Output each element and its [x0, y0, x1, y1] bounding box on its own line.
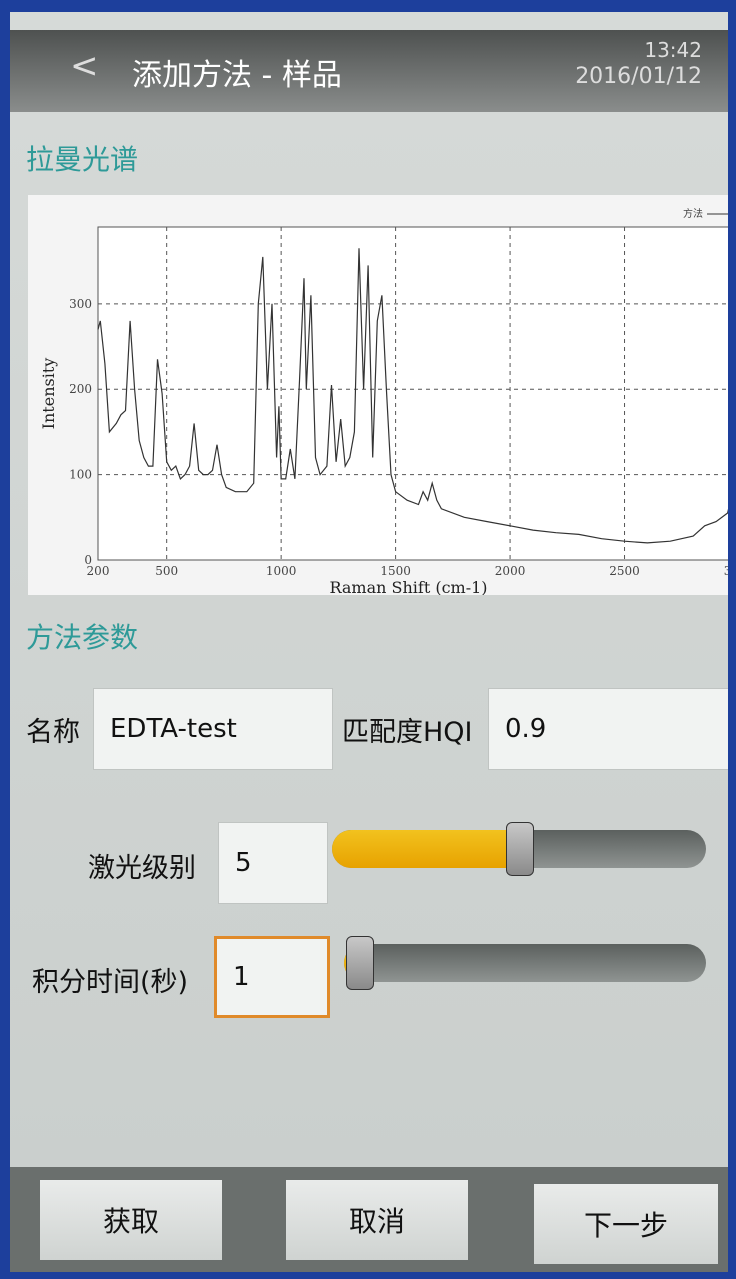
- text-input[interactable]: EDTA-test: [93, 688, 333, 770]
- date: 2016/01/12: [575, 64, 702, 89]
- x-tick-label: 3000: [724, 564, 728, 578]
- slider-knob[interactable]: [506, 822, 534, 876]
- slider-track[interactable]: [344, 944, 706, 982]
- x-tick-label: 2000: [495, 564, 526, 578]
- chart: 0 100 200 300 200 500 1000 1500 2000 2500 3000 Rama…: [28, 195, 728, 595]
- field-label: 匹配度HQI: [342, 717, 473, 748]
- text-input[interactable]: 5: [218, 822, 328, 904]
- y-axis-label: Intensity: [39, 358, 58, 430]
- plot-area: [97, 226, 728, 561]
- field-label: 积分时间(秒): [32, 967, 189, 998]
- x-axis-label: Raman Shift (cm-1): [329, 578, 487, 595]
- screen: < 添加方法 - 样品 13:42 2016/01/12 拉曼光谱 0 100 20…: [10, 12, 728, 1272]
- y-tick-label: 300: [69, 297, 92, 311]
- header-title: 添加方法 - 样品: [132, 58, 342, 93]
- x-tick-label: 200: [87, 564, 110, 578]
- text-input[interactable]: 1: [214, 936, 330, 1018]
- back-button[interactable]: <: [70, 46, 99, 86]
- x-tick-label: 2500: [609, 564, 640, 578]
- y-tick-label: 200: [69, 382, 92, 396]
- y-tick-label: 100: [69, 468, 92, 482]
- field-label: 名称: [26, 717, 80, 748]
- button[interactable]: 取消: [286, 1180, 468, 1260]
- button[interactable]: 下一步: [534, 1184, 718, 1264]
- spectrum-line: [97, 248, 728, 544]
- y-tick-label: 0: [84, 553, 92, 567]
- section-title: 方法参数: [26, 621, 139, 654]
- slider-fill: [332, 830, 522, 868]
- text-input[interactable]: 0.9: [488, 688, 728, 770]
- clock: 13:42: [644, 38, 702, 62]
- x-tick-label: 1000: [266, 564, 297, 578]
- section-title: 拉曼光谱: [26, 143, 139, 176]
- field-label: 激光级别: [88, 853, 196, 884]
- x-tick-label: 500: [155, 564, 178, 578]
- legend-label: 方法: [683, 207, 703, 220]
- header: < 添加方法 - 样品 13:42 2016/01/12: [10, 30, 728, 112]
- slider-knob[interactable]: [346, 936, 374, 990]
- x-tick-label: 1500: [380, 564, 411, 578]
- button[interactable]: 获取: [40, 1180, 222, 1260]
